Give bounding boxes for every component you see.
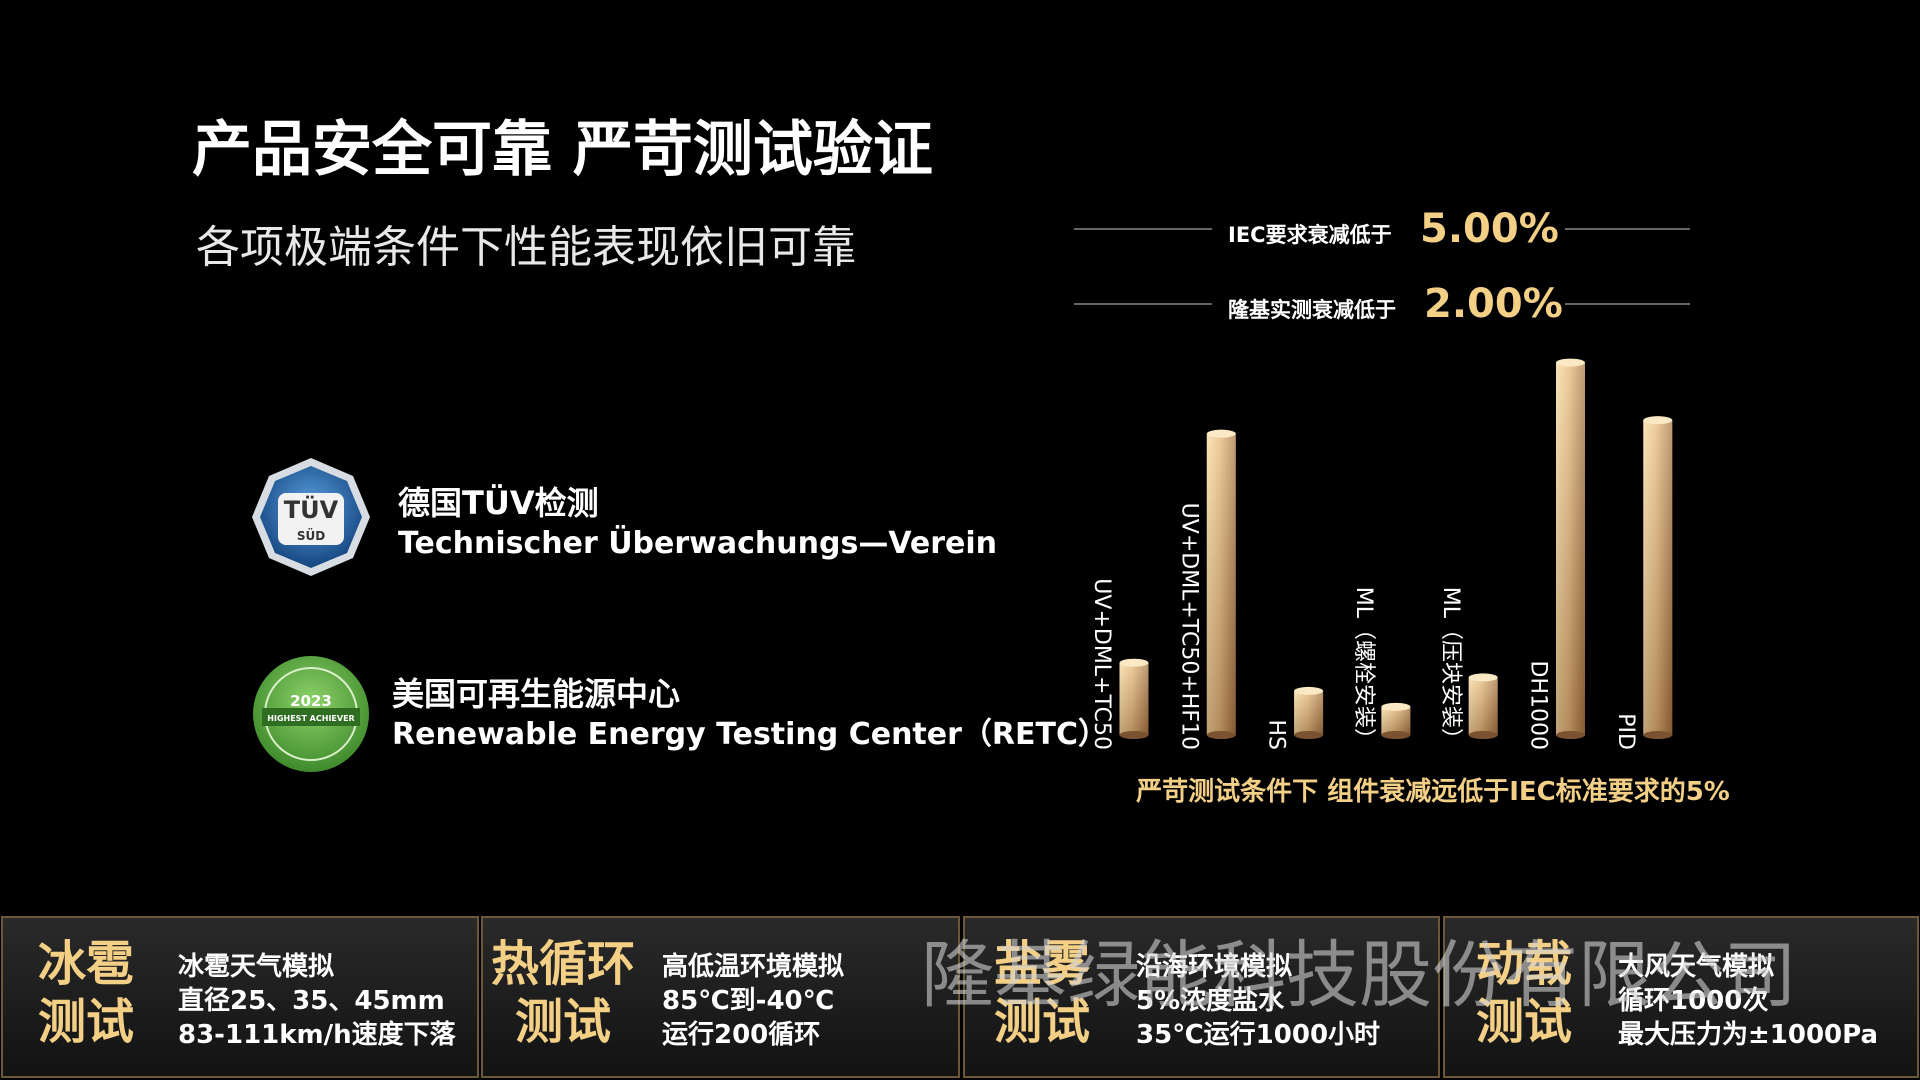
test-name: 冰雹 [38, 936, 134, 992]
bar-shade [1119, 662, 1149, 735]
test-name: 测试 [515, 994, 611, 1050]
test-detail: 85℃到-40℃ [662, 986, 834, 1016]
test-name: 热循环 [491, 936, 635, 992]
certification: 2023 HIGHEST ACHIEVER 美国可再生能源中心 Renewabl… [253, 656, 1108, 772]
test-panel [1, 916, 479, 1078]
bar-cap [1381, 702, 1411, 711]
test-detail: 沿海环境模拟 [1136, 951, 1292, 982]
logo-text: HIGHEST ACHIEVER [267, 714, 354, 723]
test-name: 测试 [994, 994, 1090, 1050]
test-detail: 5%浓度盐水 [1136, 985, 1285, 1016]
bar-cap [1206, 429, 1236, 438]
benchmark-value: 5.00% [1420, 206, 1559, 252]
category-label: ML（压块安装） [1438, 587, 1463, 750]
tuv-logo [278, 493, 344, 545]
cert-name: 美国可再生能源中心 [392, 675, 680, 713]
watermark: 隆基绿能科技股份有限公司 [921, 933, 1797, 1018]
bar-cap [1468, 673, 1498, 682]
bar-base [1206, 731, 1236, 739]
test-detail: 冰雹天气模拟 [178, 951, 334, 982]
test-name: 动载 [1476, 936, 1572, 992]
test-name: 盐雾 [994, 936, 1091, 992]
test-panel [1443, 916, 1919, 1078]
bar-base [1294, 731, 1324, 739]
bar-shade [1381, 706, 1411, 735]
bar-base [1556, 731, 1585, 739]
bar-shade [1643, 420, 1673, 735]
logo-text: TÜV [284, 494, 339, 524]
bar-base [1468, 731, 1498, 739]
subtitle: 各项极端条件下性能表现依旧可靠 [196, 222, 856, 273]
test-detail: 35℃运行1000小时 [1136, 1019, 1380, 1050]
bar-base [1381, 731, 1411, 739]
certification: TÜV SÜD 德国TÜV检测 Technischer Überwachungs… [252, 458, 997, 576]
bar-shade [1468, 677, 1498, 735]
category-label: UV+DML+TC50+HF10 [1176, 503, 1201, 750]
bar-cap [1294, 686, 1324, 695]
bar-cap [1643, 416, 1673, 425]
benchmark-label: IEC要求衰减低于 [1228, 223, 1392, 247]
test-name: 测试 [1476, 994, 1572, 1050]
test-name: 测试 [38, 994, 134, 1050]
logo-text: 2023 [290, 692, 332, 710]
category-label: UV+DML+TC50 [1089, 578, 1114, 750]
test-panels: 冰雹测试冰雹天气模拟直径25、35、45mm83-111km/h速度下落热循环测… [1, 916, 1919, 1078]
bar-base [1119, 731, 1149, 739]
bar-cap [1119, 658, 1149, 667]
benchmark-value: 2.00% [1424, 281, 1563, 327]
benchmark-label: 隆基实测衰减低于 [1228, 298, 1396, 322]
test-detail: 83-111km/h速度下落 [178, 1019, 457, 1050]
cert-full-name: Technischer Überwachungs—Verein [398, 524, 997, 561]
bar-base [1643, 731, 1673, 739]
chart-caption: 严苛测试条件下 组件衰减远低于IEC标准要求的5% [1136, 776, 1730, 807]
test-detail: 高低温环境模拟 [662, 951, 844, 982]
category-label: PID [1613, 713, 1638, 750]
logo-text: SÜD [297, 528, 325, 543]
category-label: HS [1264, 719, 1289, 750]
title: 产品安全可靠 严苛测试验证 [192, 115, 933, 185]
bar-shade [1206, 433, 1236, 735]
test-panel [481, 916, 960, 1078]
bar-shade [1294, 690, 1324, 735]
test-detail: 大风天气模拟 [1618, 951, 1774, 982]
test-detail: 循环1000次 [1618, 986, 1768, 1016]
benchmarks: IEC要求衰减低于 5.00% 隆基实测衰减低于 2.00% [1074, 206, 1690, 327]
cert-full-name: Renewable Energy Testing Center（RETC） [392, 717, 1108, 752]
chart: UV+DML+TC50 UV+DML+TC50+HF10 HS ML（螺栓安装） ML（… [1089, 358, 1673, 750]
category-label: ML（螺栓安装） [1351, 587, 1376, 750]
retc-logo [262, 708, 360, 726]
test-panel [963, 916, 1440, 1078]
test-detail: 运行200循环 [662, 1019, 820, 1050]
category-label: DH1000 [1526, 661, 1551, 750]
bar-shade [1556, 362, 1585, 735]
bar-cap [1556, 358, 1585, 367]
test-detail: 直径25、35、45mm [178, 986, 445, 1016]
test-detail: 最大压力为±1000Pa [1618, 1020, 1878, 1050]
cert-name: 德国TÜV检测 [398, 484, 599, 522]
